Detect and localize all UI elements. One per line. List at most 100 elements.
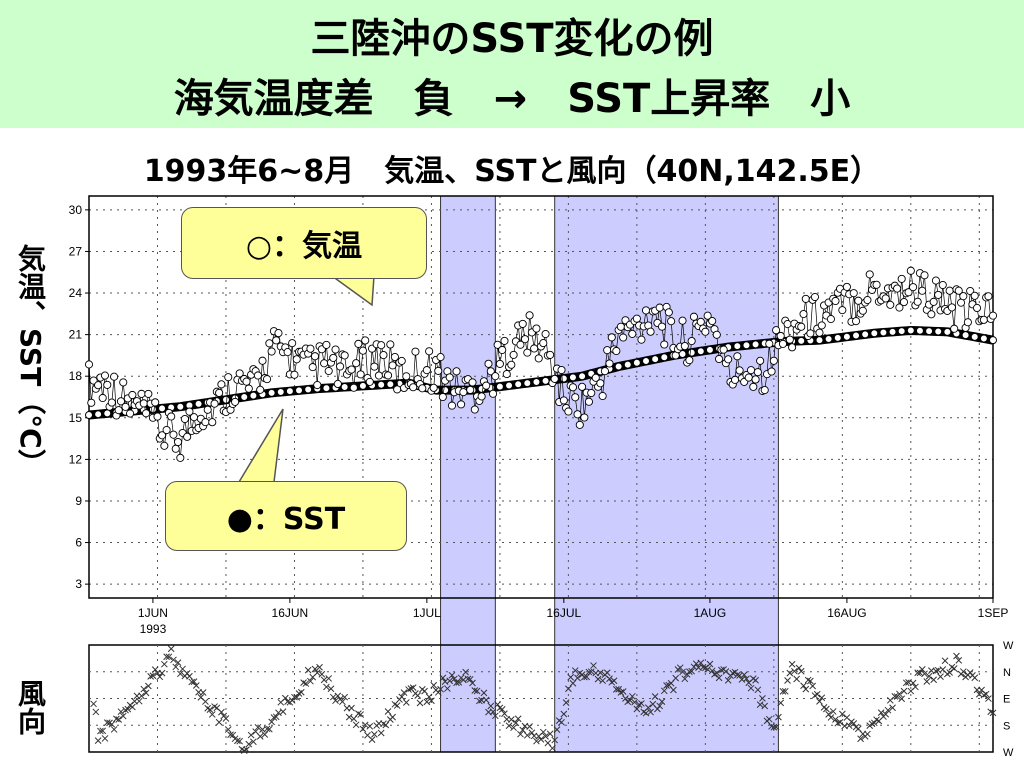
wind-direction-mark <box>560 710 568 718</box>
wind-direction-mark <box>156 673 164 681</box>
air-temperature-point <box>457 400 466 409</box>
x-tick-label: 1AUG <box>694 606 727 620</box>
air-temperature-point <box>893 284 902 293</box>
air-temperature-point <box>107 398 116 407</box>
air-temperature-point <box>703 311 712 320</box>
wind-direction-mark <box>797 667 805 675</box>
sst-point <box>514 380 523 389</box>
wind-direction-mark <box>261 731 269 738</box>
air-temperature-point <box>785 335 794 344</box>
wind-direction-mark <box>359 725 367 733</box>
air-temperature-point <box>641 306 651 315</box>
wind-direction-mark <box>170 656 177 664</box>
air-temperature-point <box>607 333 616 342</box>
air-temperature-point <box>493 340 502 349</box>
air-temperature-point <box>765 339 774 348</box>
air-temperature-point <box>751 375 760 384</box>
air-temperature-point <box>685 356 694 365</box>
air-temperature-point <box>788 343 797 352</box>
sst-point <box>870 329 879 338</box>
air-temperature-point <box>445 373 454 382</box>
air-temperature-point <box>98 393 107 403</box>
wind-direction-mark <box>398 693 406 701</box>
wind-direction-mark <box>546 730 554 738</box>
air-temperature-point <box>498 345 507 355</box>
air-temperature-point <box>532 324 541 333</box>
wind-direction-mark <box>647 708 654 716</box>
wind-direction-mark <box>425 693 433 701</box>
wind-direction-mark <box>439 674 447 682</box>
wind-direction-mark <box>756 701 764 708</box>
air-temperature-point <box>895 303 904 312</box>
sst-point <box>285 387 294 396</box>
air-temperature-point <box>361 336 370 345</box>
wind-direction-mark <box>836 718 844 726</box>
wind-direction-mark <box>551 736 559 744</box>
wind-direction-mark <box>724 677 732 684</box>
wind-direction-mark <box>818 694 826 702</box>
sst-point <box>505 381 514 390</box>
sst-point <box>888 327 897 336</box>
wind-direction-mark <box>542 733 549 740</box>
sst-point <box>386 380 395 389</box>
wind-direction-mark <box>245 740 253 748</box>
wind-direction-mark <box>313 669 321 677</box>
sst-point <box>906 326 915 335</box>
chart-subtitle: 1993年6~8月 気温、SSTと風向（40N,142.5E） <box>143 154 881 189</box>
air-temperature-point <box>137 389 146 398</box>
wind-direction-mark <box>651 693 659 700</box>
air-temperature-point <box>169 430 178 439</box>
air-temperature-point <box>185 407 194 416</box>
sst-point <box>751 340 760 349</box>
air-temperature-point <box>121 402 130 411</box>
air-temperature-point <box>927 310 936 319</box>
wind-direction-mark <box>704 665 712 673</box>
wind-direction-mark <box>291 693 298 701</box>
air-temperature-point <box>954 286 963 295</box>
x-tick-label: 16JUN <box>272 606 309 620</box>
air-temperature-point <box>203 405 212 414</box>
air-temperature-point <box>897 274 906 283</box>
air-temperature-point <box>393 385 402 394</box>
wind-direction-mark <box>729 669 737 677</box>
air-temperature-point <box>520 335 530 344</box>
wind-direction-mark <box>930 676 938 684</box>
wind-direction-mark <box>622 695 629 702</box>
air-temperature-point <box>158 431 167 440</box>
wind-direction-mark <box>617 689 625 696</box>
wind-direction-mark <box>147 672 154 680</box>
wind-direction-mark <box>537 736 545 743</box>
wind-direction-mark <box>334 692 342 700</box>
wind-direction-mark <box>989 709 997 717</box>
wind-direction-mark <box>158 669 166 677</box>
wind-direction-mark <box>90 700 97 708</box>
wind-direction-mark <box>633 705 641 713</box>
air-temperature-point <box>733 352 742 361</box>
air-temperature-point <box>678 316 687 325</box>
y-tick-label: 18 <box>69 369 83 383</box>
air-temperature-point <box>354 339 363 348</box>
wind-direction-mark <box>507 716 515 723</box>
sst-point <box>221 395 230 404</box>
air-temperature-point <box>920 271 929 280</box>
air-temperature-point <box>379 350 388 360</box>
air-temperature-point <box>352 359 361 368</box>
wind-direction-mark <box>569 679 577 687</box>
x-tick-sublabel: 1993 <box>140 622 167 636</box>
air-temperature-point <box>167 412 176 421</box>
air-temperature-point <box>904 288 913 297</box>
wind-direction-mark <box>202 698 209 705</box>
wind-direction-mark <box>918 666 926 673</box>
air-temperature-point <box>274 329 283 338</box>
air-temperature-point <box>687 336 696 346</box>
wind-direction-mark <box>142 689 150 697</box>
sst-point <box>797 336 806 345</box>
wind-direction-mark <box>368 736 376 743</box>
wind-direction-mark <box>827 714 835 721</box>
wind-direction-mark <box>272 713 280 721</box>
air-temperature-point <box>180 414 189 424</box>
air-temperature-point <box>730 375 740 384</box>
air-temperature-point <box>815 328 824 337</box>
wind-direction-mark <box>99 727 107 735</box>
